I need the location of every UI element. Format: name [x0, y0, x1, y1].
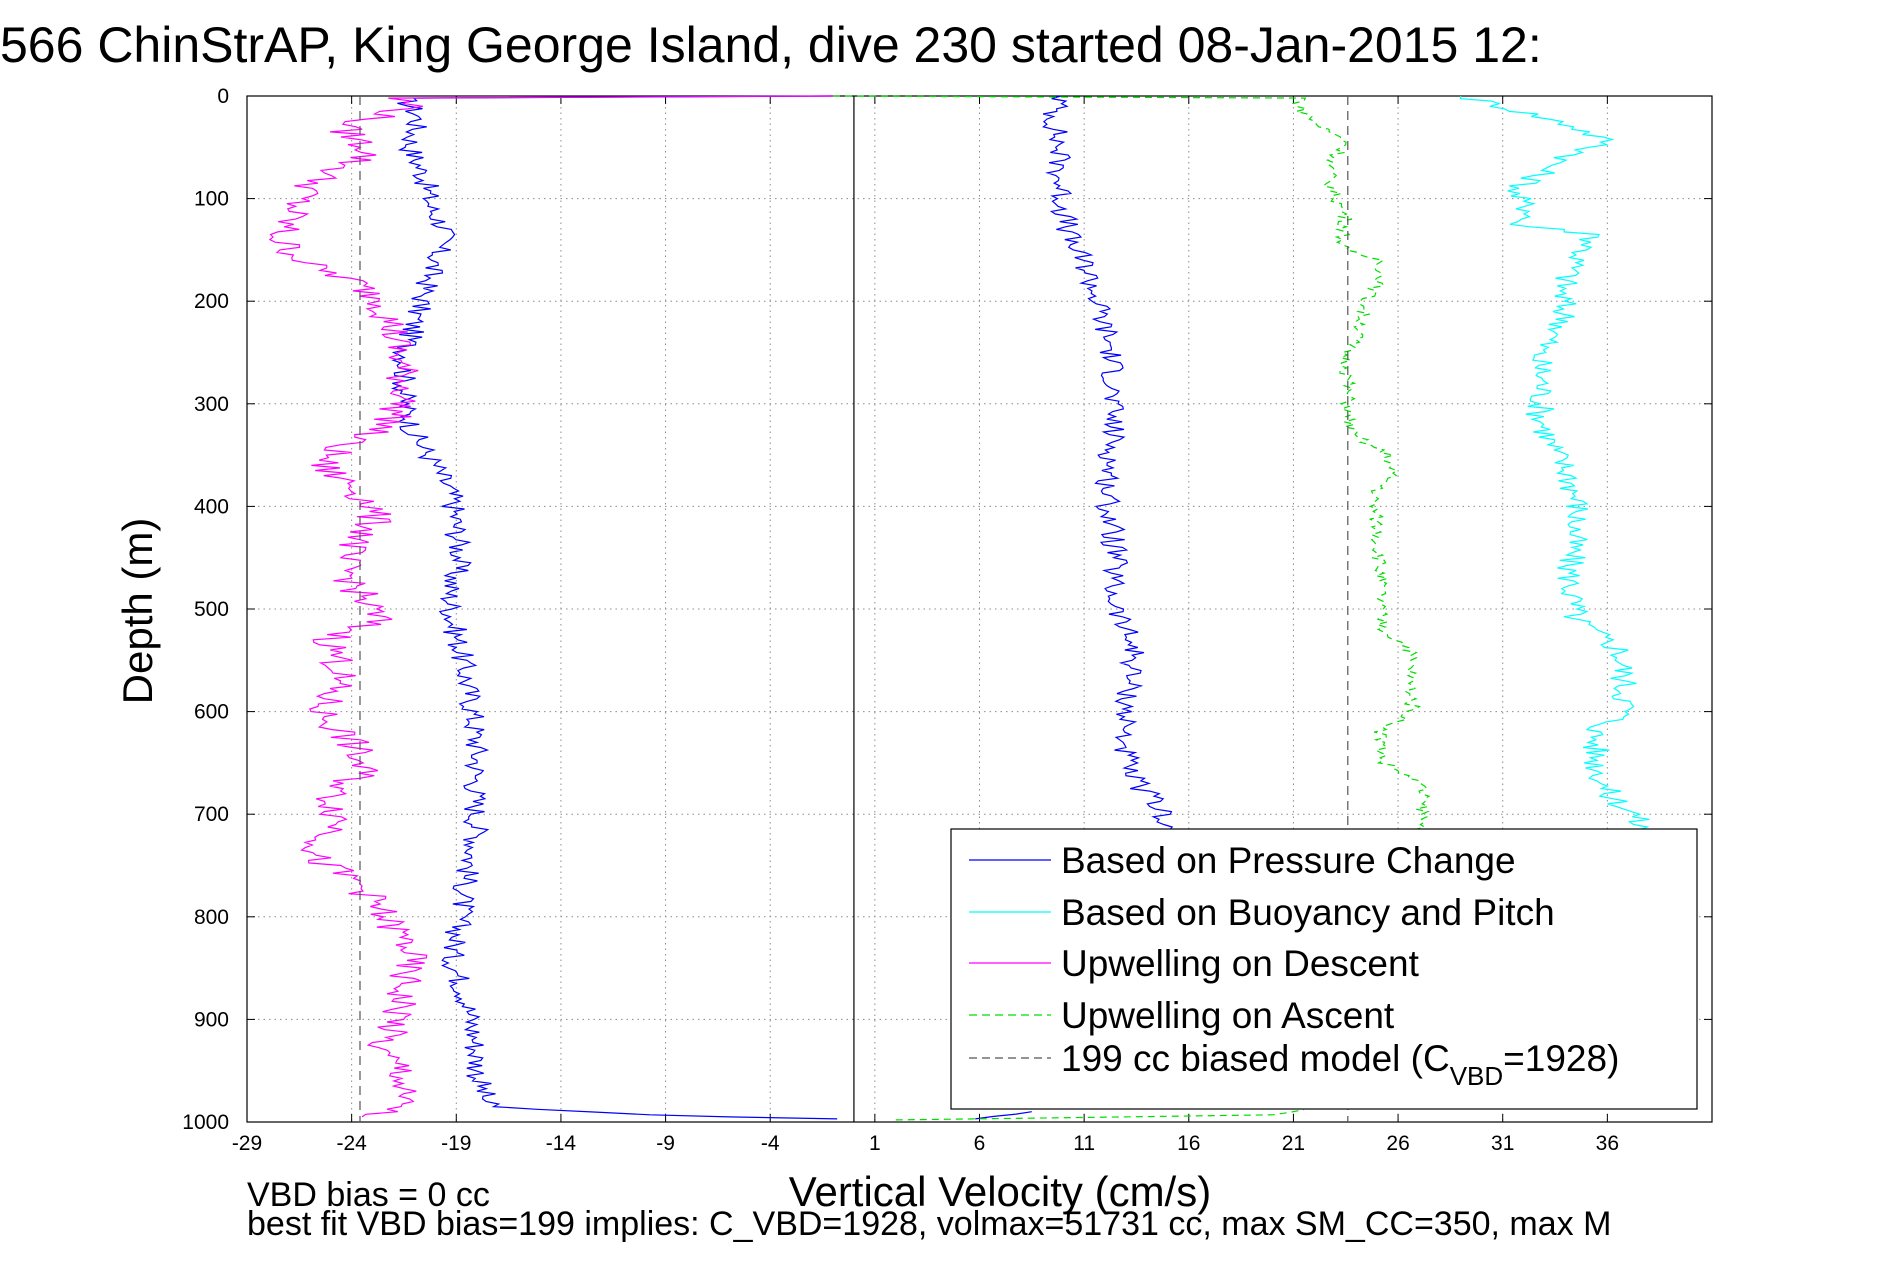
y-tick-label-10: 1000 [182, 1111, 229, 1134]
x-tick-label-10: 21 [1282, 1132, 1305, 1155]
y-tick-label-8: 800 [194, 906, 229, 929]
legend-label-0: Based on Pressure Change [1061, 840, 1516, 881]
legend-label-subscript: VBD [1450, 1061, 1503, 1091]
x-tick-label-13: 36 [1596, 1132, 1619, 1155]
best-fit-note: best fit VBD bias=199 implies: C_VBD=192… [247, 1205, 1611, 1243]
x-tick-label-2: -19 [441, 1132, 471, 1155]
series-line-3 [832, 95, 1431, 836]
x-tick-label-11: 26 [1386, 1132, 1409, 1155]
y-tick-label-6: 600 [194, 701, 229, 724]
y-tick-label-0: 0 [217, 85, 229, 108]
series-line-0-part-1 [1042, 95, 1174, 830]
x-tick-label-6: 1 [869, 1132, 881, 1155]
legend-label-suffix: =1928) [1503, 1038, 1619, 1079]
y-tick-label-3: 300 [194, 393, 229, 416]
series-line-0 [390, 95, 838, 1120]
y-tick-label-2: 200 [194, 290, 229, 313]
y-tick-label-9: 900 [194, 1008, 229, 1031]
series-line-2 [268, 95, 834, 1118]
x-tick-label-0: -29 [232, 1132, 262, 1155]
vbd-bias-note: VBD bias = 0 cc [247, 1176, 490, 1214]
plot-axes [246, 95, 1713, 1123]
x-axis-label: Vertical Velocity (cm/s) [789, 1168, 1211, 1215]
x-tick-label-5: -4 [761, 1132, 780, 1155]
y-tick-label-7: 700 [194, 803, 229, 826]
legend-label-1: Based on Buoyancy and Pitch [1061, 892, 1555, 933]
x-tick-label-9: 16 [1177, 1132, 1200, 1155]
series-line-1 [1459, 95, 1650, 831]
x-tick-label-4: -9 [656, 1132, 675, 1155]
legend-box [950, 828, 1698, 1110]
x-tick-label-12: 31 [1491, 1132, 1514, 1155]
x-tick-label-8: 11 [1073, 1132, 1095, 1155]
x-tick-label-1: -24 [336, 1132, 367, 1155]
y-axis-label: Depth (m) [114, 518, 161, 705]
legend-label-3: Upwelling on Ascent [1061, 995, 1395, 1036]
y-tick-label-4: 400 [194, 495, 229, 518]
series-line-3-part-1 [895, 1109, 1305, 1121]
legend-label-2: Upwelling on Descent [1061, 943, 1420, 984]
x-tick-label-3: -14 [546, 1132, 577, 1155]
chart-title: 566 ChinStrAP, King George Island, dive … [0, 17, 1542, 73]
y-tick-label-1: 100 [194, 188, 229, 211]
x-tick-label-7: 6 [974, 1132, 986, 1155]
tick-labels: -29 -24 -19 -14 -9 -4 1 6 11 16 21 26 31 360100200300… [182, 85, 1619, 1155]
y-tick-label-5: 500 [194, 598, 229, 621]
chart-legend: Based on Pressure Change Based on Buoyanc… [950, 828, 1698, 1110]
series-line-0-part-2 [975, 1111, 1032, 1120]
